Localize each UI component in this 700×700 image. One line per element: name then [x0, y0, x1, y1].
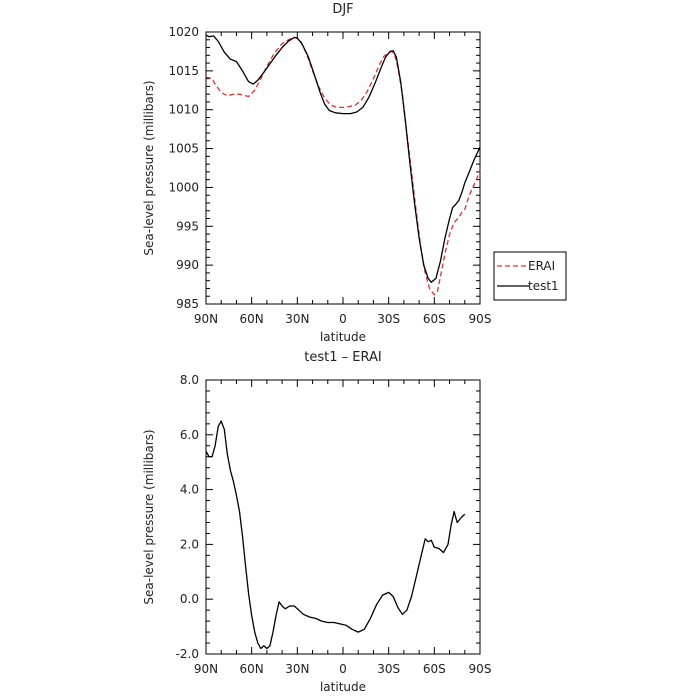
y-tick-label: 0.0: [180, 592, 199, 606]
x-tick-label: 60S: [423, 662, 446, 676]
y-tick-label: 6.0: [180, 428, 199, 442]
x-axis-title: latitude: [320, 330, 366, 344]
plot-frame: [205, 31, 481, 305]
y-tick-label: 1000: [168, 180, 199, 194]
chart-title: DJF: [332, 2, 353, 17]
x-tick-label: 90S: [469, 312, 492, 326]
x-tick-label: 30N: [285, 662, 309, 676]
legend-label-erai: ERAI: [528, 259, 555, 273]
y-tick-label: -2.0: [176, 647, 199, 661]
x-tick-label: 60N: [240, 312, 264, 326]
x-tick-label: 30N: [285, 312, 309, 326]
x-tick-label: 60S: [423, 312, 446, 326]
chart-panel-2: test1 – ERAI 90N 60N 30N 0 30S 60S 90S 8.0 6.0 4.0…: [142, 350, 491, 694]
y-tick-label: 1020: [168, 25, 199, 39]
legend-frame: [493, 251, 567, 301]
x-tick-label: 90S: [469, 662, 492, 676]
legend-label-test1: test1: [528, 279, 559, 293]
y-tick-label: 995: [176, 219, 199, 233]
series-line-difference: [205, 420, 466, 650]
x-tick-label: 90N: [194, 662, 218, 676]
y-tick-label: 2.0: [180, 537, 199, 551]
series-line-test1: [205, 34, 481, 283]
y-tick-label: 4.0: [180, 483, 199, 497]
plot-frame: [205, 379, 481, 655]
y-tick-label: 990: [176, 258, 199, 272]
x-axis-title: latitude: [320, 680, 366, 694]
y-tick-label: 985: [176, 297, 199, 311]
series-line-erai: [205, 36, 481, 296]
x-tick-label: 30S: [377, 312, 400, 326]
y-tick-label: 1005: [168, 142, 199, 156]
y-tick-label: 1015: [168, 64, 199, 78]
x-tick-label: 0: [339, 662, 347, 676]
y-axis-title: Sea-level pressure (millibars): [142, 80, 156, 255]
chart-legend: ERAI test1: [493, 251, 567, 301]
x-tick-label: 60N: [240, 662, 264, 676]
y-axis-title: Sea-level pressure (millibars): [142, 429, 156, 604]
y-tick-label: 1010: [168, 103, 199, 117]
chart-panel-1: DJF 90N 60N 30N 0 30S 60S 90S 1020 1015 1010 1005 10…: [142, 2, 567, 344]
y-tick-label: 8.0: [180, 373, 199, 387]
x-tick-label: 90N: [194, 312, 218, 326]
chart-title: test1 – ERAI: [304, 350, 381, 365]
x-tick-label: 30S: [377, 662, 400, 676]
x-tick-label: 0: [339, 312, 347, 326]
